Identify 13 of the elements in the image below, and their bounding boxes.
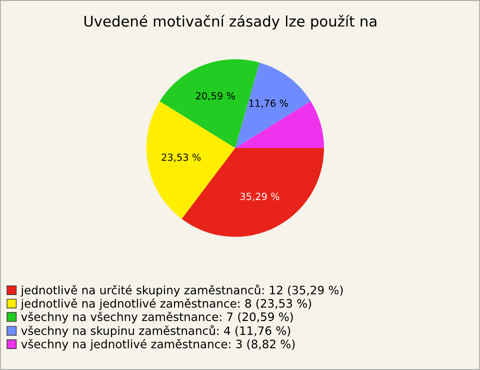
legend-label: jednotlivě na určité skupiny zaměstnanců: 12 (35,29 %): [20, 284, 343, 297]
data-label: 20,59 %: [196, 92, 235, 100]
data-label: 35,29 %: [240, 192, 280, 202]
legend-label: všechny na skupinu zaměstnanců: 4 (11,76 %): [21, 325, 290, 338]
legend-label: všechny na jednotlivé zaměstnance: 3 (8,82 %): [21, 338, 295, 351]
chart-title: Uvedené motivační zásady lze použít na: [84, 14, 376, 30]
data-label: 11,76 %: [249, 100, 288, 108]
pie-slice: [146, 101, 236, 219]
pie-slice: [235, 101, 324, 148]
legend-label: jednotlivě na jednotlivé zaměstnance: 8 (23,53 %): [20, 298, 312, 310]
pie-slice: [235, 62, 311, 148]
legend-label: všechny na všechny zaměstnance: 7 (20,59 %): [21, 312, 293, 324]
data-label: 23,53 %: [162, 154, 201, 162]
